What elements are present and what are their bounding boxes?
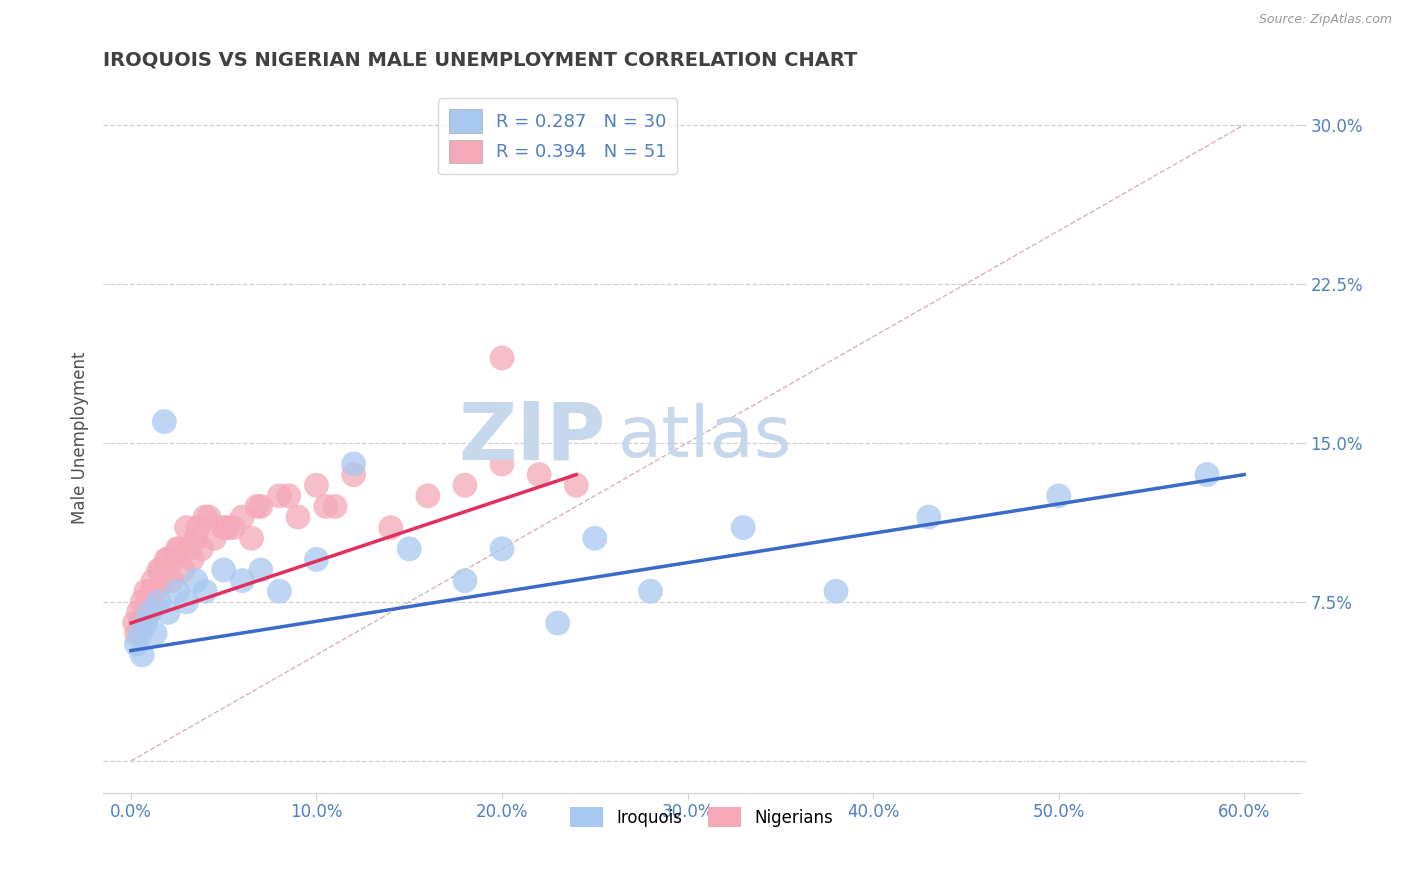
Point [187, 520, 209, 534]
Point [141, 584, 163, 599]
Point [222, 520, 245, 534]
Point [240, 531, 263, 545]
Point [153, 415, 176, 429]
Point [454, 574, 477, 588]
Point [138, 606, 160, 620]
Point [162, 552, 184, 566]
Point [131, 648, 153, 662]
Text: IROQUOIS VS NIGERIAN MALE UNEMPLOYMENT CORRELATION CHART: IROQUOIS VS NIGERIAN MALE UNEMPLOYMENT C… [103, 51, 858, 70]
Point [135, 615, 157, 630]
Point [124, 615, 146, 630]
Point [583, 531, 606, 545]
Point [176, 595, 198, 609]
Point [380, 520, 402, 534]
Point [157, 552, 180, 566]
Point [148, 595, 170, 609]
Point [160, 574, 183, 588]
Point [212, 520, 235, 534]
Point [269, 584, 291, 599]
Point [142, 574, 165, 588]
Point [172, 563, 194, 577]
Point [146, 584, 169, 599]
Point [491, 351, 513, 365]
Point [148, 563, 170, 577]
Point [149, 563, 172, 577]
Point [527, 467, 550, 482]
Point [135, 584, 157, 599]
Point [138, 606, 160, 620]
Point [166, 584, 188, 599]
Text: atlas: atlas [617, 403, 792, 472]
Point [323, 500, 346, 514]
Point [547, 615, 569, 630]
Point [305, 478, 328, 492]
Point [733, 520, 755, 534]
Point [454, 478, 477, 492]
Point [491, 457, 513, 471]
Point [277, 489, 299, 503]
Point [125, 626, 148, 640]
Point [250, 500, 273, 514]
Point [246, 500, 269, 514]
Point [1047, 489, 1070, 503]
Point [640, 584, 662, 599]
Text: ZIP: ZIP [458, 399, 606, 476]
Point [194, 510, 217, 524]
Point [825, 584, 848, 599]
Point [194, 584, 217, 599]
Point [184, 574, 207, 588]
Point [176, 520, 198, 534]
Point [231, 574, 253, 588]
Point [184, 531, 207, 545]
Point [129, 626, 152, 640]
Point [167, 541, 190, 556]
Point [287, 510, 309, 524]
Point [190, 541, 212, 556]
Point [166, 541, 188, 556]
Point [231, 510, 253, 524]
Point [198, 510, 221, 524]
Point [127, 606, 149, 620]
Point [125, 637, 148, 651]
Point [181, 552, 204, 566]
Point [1197, 467, 1219, 482]
Point [143, 626, 166, 640]
Point [416, 489, 439, 503]
Point [136, 595, 159, 609]
Point [204, 531, 226, 545]
Point [269, 489, 291, 503]
Point [153, 574, 176, 588]
Point [177, 541, 200, 556]
Point [155, 552, 177, 566]
Point [342, 467, 364, 482]
Point [315, 500, 337, 514]
Point [212, 563, 235, 577]
Point [398, 541, 420, 556]
Point [131, 595, 153, 609]
Point [491, 541, 513, 556]
Point [342, 457, 364, 471]
Legend: Iroquois, Nigerians: Iroquois, Nigerians [564, 800, 839, 834]
Point [129, 615, 152, 630]
Point [305, 552, 328, 566]
Point [157, 606, 180, 620]
Y-axis label: Male Unemployment: Male Unemployment [72, 351, 89, 524]
Point [565, 478, 588, 492]
Text: Source: ZipAtlas.com: Source: ZipAtlas.com [1258, 13, 1392, 27]
Point [217, 520, 239, 534]
Point [918, 510, 941, 524]
Point [250, 563, 273, 577]
